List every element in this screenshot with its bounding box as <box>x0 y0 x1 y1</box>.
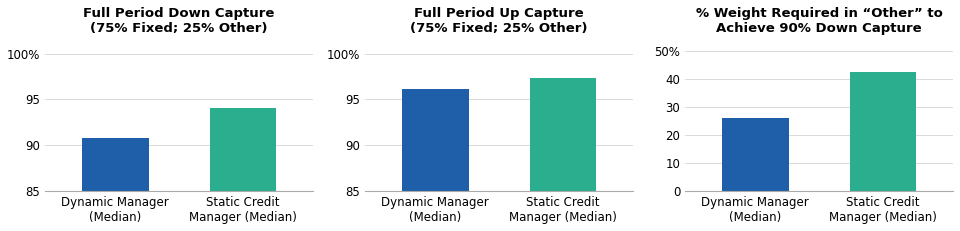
Text: 94.1%: 94.1% <box>219 116 267 130</box>
Title: % Weight Required in “Other” to
Achieve 90% Down Capture: % Weight Required in “Other” to Achieve … <box>696 7 943 35</box>
Text: 42.5%: 42.5% <box>858 81 907 94</box>
Bar <box>850 72 916 191</box>
Title: Full Period Down Capture
(75% Fixed; 25% Other): Full Period Down Capture (75% Fixed; 25%… <box>84 7 275 35</box>
Text: 90.8%: 90.8% <box>91 146 139 160</box>
Text: 97.4%: 97.4% <box>539 86 587 100</box>
Bar <box>530 78 596 191</box>
Bar <box>209 108 276 191</box>
Bar <box>722 119 788 191</box>
Title: Full Period Up Capture
(75% Fixed; 25% Other): Full Period Up Capture (75% Fixed; 25% O… <box>410 7 588 35</box>
Text: 25.9%: 25.9% <box>732 127 780 141</box>
Text: 96.2%: 96.2% <box>411 97 460 111</box>
Bar <box>83 138 149 191</box>
Bar <box>402 88 468 191</box>
